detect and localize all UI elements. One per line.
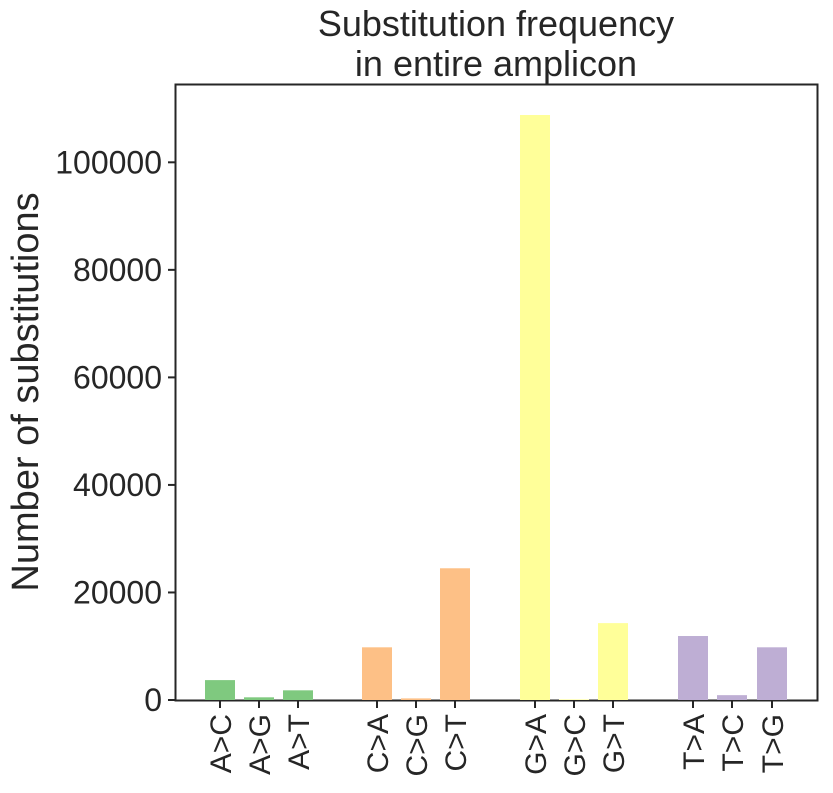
x-tick-label-A-to-C: A>C [205, 714, 238, 773]
x-tick-label-G-to-T: G>T [598, 714, 631, 773]
bar-C-to-G [401, 698, 431, 700]
y-tick-label: 40000 [73, 467, 162, 503]
y-tick-label: 100000 [55, 144, 162, 180]
bar-C-to-A [362, 647, 392, 700]
y-ticks-group: 0 20000 40000 60000 80000 100000 [55, 144, 176, 718]
x-tick-label-T-to-A: T>A [678, 714, 711, 770]
x-tick-label-T-to-G: T>G [757, 714, 790, 773]
bar-T-to-C [717, 695, 747, 700]
bar-G-to-C [559, 699, 589, 700]
plot-area-frame [174, 83, 819, 702]
x-tick-label-C-to-A: C>A [362, 714, 395, 773]
y-tick-label: 0 [144, 682, 162, 718]
bar-A-to-G [244, 697, 274, 700]
x-tick-label-A-to-G: A>G [244, 714, 277, 775]
y-axis-label: Number of substitutions [5, 192, 47, 591]
x-tick-label-A-to-T: A>T [283, 714, 316, 770]
bar-A-to-T [283, 690, 313, 700]
bar-C-to-T [440, 568, 470, 700]
x-tick-label-C-to-G: C>G [401, 714, 434, 777]
y-tick-label: 20000 [73, 574, 162, 610]
bar-T-to-G [757, 647, 787, 700]
x-labels-group: A>C A>G A>T C>A C>G C>T G>A G>C G>T T>A T>C T>G [205, 700, 790, 777]
bar-A-to-C [205, 680, 235, 700]
x-tick-label-G-to-A: G>A [520, 714, 553, 775]
bar-G-to-A [520, 115, 550, 700]
bars-group [205, 115, 787, 700]
x-tick-label-C-to-T: C>T [440, 714, 473, 772]
x-tick-label-G-to-C: G>C [559, 714, 592, 777]
chart-title-line-2: in entire amplicon [355, 43, 637, 84]
bar-T-to-A [678, 636, 708, 700]
chart-title-line-1: Substitution frequency [318, 3, 674, 44]
y-tick-label: 60000 [73, 359, 162, 395]
y-tick-label: 80000 [73, 252, 162, 288]
bar-G-to-T [598, 623, 628, 700]
x-tick-label-T-to-C: T>C [717, 714, 750, 772]
